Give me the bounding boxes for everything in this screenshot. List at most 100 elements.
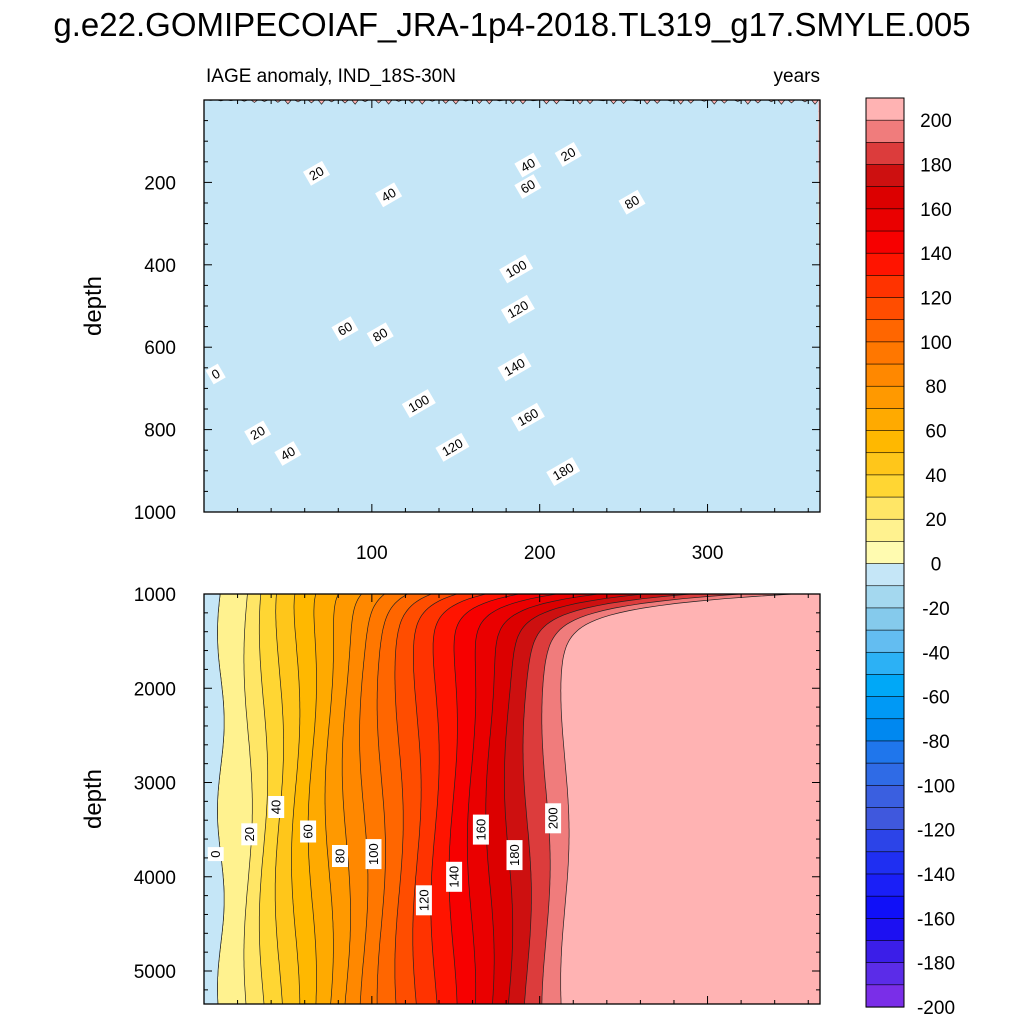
top-contour-label-bg	[499, 254, 534, 284]
bottom-panel: 0 20 40 60 80 100 120 140 160 180 200 1000 2000 3000…	[80, 585, 821, 1005]
bottom-contour-label: 180	[506, 840, 523, 871]
bottom-contour-label-bg	[207, 847, 224, 862]
top-contour-label-text: 60	[335, 319, 355, 339]
bottom-contour-label: 40	[268, 796, 285, 818]
bottom-contour-label-bg	[472, 814, 489, 845]
bottom-y-tick-label: 3000	[134, 774, 176, 795]
colorbar-swatch	[865, 784, 905, 809]
bottom-contour-label-text: 200	[546, 807, 561, 829]
colorbar-swatch	[865, 164, 905, 188]
colorbar-swatch	[865, 607, 905, 631]
bottom-y-tick-label: 2000	[134, 679, 176, 700]
colorbar-label: -200	[917, 998, 955, 1019]
colorbar-swatch	[865, 895, 905, 919]
bottom-panel-contours	[204, 594, 794, 1004]
bottom-contour-label-text: 60	[301, 824, 316, 838]
colorbar-label: 80	[925, 377, 946, 398]
bottom-contour-label-text: 160	[473, 819, 488, 841]
bottom-contour-label-bg	[415, 885, 432, 916]
colorbar-frame	[865, 97, 905, 1008]
bottom-contour-label: 200	[545, 803, 562, 834]
top-y-tick-label: 400	[144, 256, 176, 277]
colorbar-swatch	[865, 696, 905, 720]
bottom-contour-label: 80	[332, 845, 348, 867]
top-contour-label: 80	[618, 189, 646, 215]
colorbar-swatch	[865, 851, 905, 875]
colorbar-swatch	[865, 230, 905, 254]
top-contour-line	[204, 100, 819, 105]
colorbar-label: 20	[925, 510, 946, 531]
colorbar-label: -80	[922, 732, 949, 753]
bottom-contour-line	[258, 594, 269, 1004]
colorbar-swatch	[865, 186, 905, 210]
bottom-contour-label-text: 140	[447, 866, 462, 888]
top-contour-label-bg	[497, 352, 532, 382]
colorbar-swatch	[865, 762, 905, 786]
bottom-contour-label-text: 0	[208, 850, 223, 857]
top-y-tick-label: 800	[144, 421, 176, 442]
top-contour-label-text: 80	[370, 325, 390, 345]
bottom-contour-line	[466, 594, 557, 1004]
bottom-y-tick-label: 5000	[134, 962, 176, 983]
colorbar: 200180160140120100806040200-20-40-60-80-…	[865, 97, 955, 1019]
colorbar-label: 0	[931, 555, 942, 576]
bottom-contour-label-bg	[332, 845, 348, 867]
bottom-contour-label-bg	[268, 796, 285, 818]
top-contour-label-bg	[375, 182, 403, 208]
bottom-contour-label-text: 40	[269, 800, 284, 814]
colorbar-swatch	[865, 208, 905, 232]
bottom-contour-line	[485, 594, 599, 1004]
chart-subtitle-right: years	[774, 66, 820, 87]
colorbar-label: 140	[920, 244, 952, 265]
bottom-contour-label-text: 120	[416, 889, 431, 911]
top-x-tick-label: 300	[692, 543, 724, 564]
bottom-panel-frame	[203, 593, 821, 1005]
colorbar-swatch	[865, 740, 905, 764]
colorbar-swatch	[865, 962, 905, 986]
top-contour-label-text: 40	[379, 185, 399, 205]
colorbar-swatch	[865, 940, 905, 964]
top-contour-label-text: 40	[518, 155, 538, 175]
bottom-contour-label-text: 180	[507, 844, 522, 866]
bottom-contour-label-text: 20	[242, 827, 257, 841]
bottom-y-tick-label: 4000	[134, 868, 176, 889]
top-contour-label-bg	[366, 322, 394, 348]
bottom-contour-label: 60	[300, 820, 317, 843]
colorbar-swatch	[865, 585, 905, 609]
bottom-contour-line	[324, 594, 339, 1004]
top-contour-label: 0	[205, 363, 226, 385]
top-contour-label: 60	[331, 316, 359, 342]
top-contour-label-bg	[500, 294, 535, 324]
colorbar-swatch	[865, 119, 905, 143]
top-contour-label-bg	[514, 152, 542, 178]
top-x-tick-label: 100	[356, 543, 388, 564]
bottom-contour-label: 0	[207, 847, 224, 862]
colorbar-label: -160	[917, 909, 955, 930]
top-contour-label: 20	[302, 160, 331, 186]
colorbar-label: -40	[922, 643, 949, 664]
colorbar-swatch	[865, 829, 905, 853]
colorbar-label: -60	[922, 688, 949, 709]
bottom-y-tick-label: 1000	[134, 585, 176, 606]
bottom-contour-line	[448, 594, 519, 1004]
bottom-contour-line	[217, 594, 225, 1004]
colorbar-swatch	[865, 319, 905, 343]
top-contour-label: 20	[554, 141, 582, 167]
bottom-contour-label-text: 80	[333, 849, 348, 863]
colorbar-swatch	[865, 252, 905, 276]
top-x-tick-label: 200	[524, 543, 556, 564]
colorbar-label: -120	[917, 821, 955, 842]
bottom-contour-line	[503, 594, 644, 1004]
bottom-contour-label: 140	[446, 861, 463, 892]
top-contour-label-bg	[435, 432, 470, 462]
bottom-contour-line	[376, 594, 408, 1004]
bottom-contour-label: 160	[472, 814, 489, 845]
top-y-tick-label: 200	[144, 173, 176, 194]
colorbar-swatch	[865, 541, 905, 565]
colorbar-swatch	[865, 651, 905, 676]
top-contour-label: 80	[366, 322, 394, 348]
bottom-contour-line	[560, 594, 794, 1004]
bottom-contour-label-bg	[506, 840, 523, 871]
